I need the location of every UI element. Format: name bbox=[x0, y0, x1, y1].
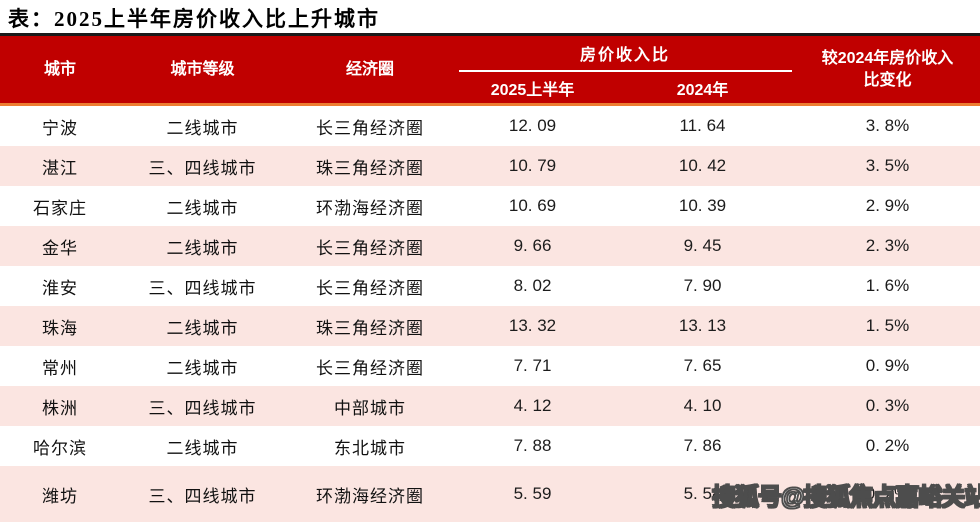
cell-v2025: 7. 71 bbox=[513, 356, 552, 375]
cell-change: 3. 8% bbox=[865, 116, 910, 135]
cell-tier: 二线城市 bbox=[166, 238, 239, 258]
header-change-line1: 较2024年房价收入 bbox=[821, 49, 954, 67]
cell-change: 0. 9% bbox=[865, 356, 910, 375]
header-region: 经济圈 bbox=[345, 60, 394, 78]
cell-v2025: 5. 59 bbox=[513, 484, 552, 503]
cell-v2025: 9. 66 bbox=[513, 236, 552, 255]
table-row: 潍坊 三、四线城市 环渤海经济圈 5. 59 5. 58 0. 2% bbox=[0, 466, 980, 522]
header-group-underline bbox=[459, 70, 792, 72]
cell-city: 哈尔滨 bbox=[33, 438, 87, 458]
house-price-income-table: 城市 城市等级 经济圈 房价收入比 2025上半年 2024年 较2024年房价… bbox=[0, 33, 980, 522]
cell-v2025: 10. 79 bbox=[508, 156, 557, 175]
cell-city: 常州 bbox=[42, 358, 78, 378]
cell-region: 长三角经济圈 bbox=[316, 238, 424, 258]
table-title: 表：2025上半年房价收入比上升城市 bbox=[8, 7, 380, 31]
cell-change: 0. 3% bbox=[865, 396, 910, 415]
header-2024: 2024年 bbox=[676, 81, 729, 99]
cell-change: 3. 5% bbox=[865, 156, 910, 175]
cell-v2024: 4. 10 bbox=[683, 396, 722, 415]
cell-v2025: 7. 88 bbox=[513, 436, 552, 455]
table-row: 宁波 二线城市 长三角经济圈 12. 09 11. 64 3. 8% bbox=[0, 106, 980, 146]
cell-v2025: 10. 69 bbox=[508, 196, 557, 215]
table-row: 株洲 三、四线城市 中部城市 4. 12 4. 10 0. 3% bbox=[0, 386, 980, 426]
table-row: 珠海 二线城市 珠三角经济圈 13. 32 13. 13 1. 5% bbox=[0, 306, 980, 346]
cell-tier: 三、四线城市 bbox=[148, 278, 257, 298]
cell-change: 1. 6% bbox=[865, 276, 910, 295]
cell-v2024: 7. 86 bbox=[683, 436, 722, 455]
cell-tier: 二线城市 bbox=[166, 118, 239, 138]
cell-v2024: 9. 45 bbox=[683, 236, 722, 255]
table-body: 宁波 二线城市 长三角经济圈 12. 09 11. 64 3. 8% 湛江 三、四线城市 珠三角… bbox=[0, 106, 980, 522]
cell-city: 宁波 bbox=[42, 118, 78, 138]
cell-v2025: 4. 12 bbox=[513, 396, 552, 415]
cell-region: 环渤海经济圈 bbox=[316, 486, 424, 506]
header-subrow: 2025上半年 2024年 bbox=[455, 72, 795, 103]
cell-v2024: 13. 13 bbox=[678, 316, 727, 335]
header-tier: 城市等级 bbox=[170, 60, 235, 78]
cell-change: 2. 3% bbox=[865, 236, 910, 255]
cell-v2025: 8. 02 bbox=[513, 276, 552, 295]
cell-city: 淮安 bbox=[42, 278, 78, 298]
cell-region: 珠三角经济圈 bbox=[316, 158, 424, 178]
table-row: 湛江 三、四线城市 珠三角经济圈 10. 79 10. 42 3. 5% bbox=[0, 146, 980, 186]
cell-city: 湛江 bbox=[42, 158, 78, 178]
header-2025h1: 2025上半年 bbox=[490, 81, 575, 99]
cell-region: 中部城市 bbox=[334, 398, 406, 418]
table-row: 常州 二线城市 长三角经济圈 7. 71 7. 65 0. 9% bbox=[0, 346, 980, 386]
watermark-sohu: 搜狐号@搜狐焦点嘉峪关站 bbox=[711, 483, 980, 511]
table-header-row: 城市 城市等级 经济圈 房价收入比 2025上半年 2024年 较2024年房价… bbox=[0, 36, 980, 103]
cell-v2024: 7. 65 bbox=[683, 356, 722, 375]
cell-city: 金华 bbox=[42, 238, 78, 258]
header-group-price-income-ratio: 房价收入比 2025上半年 2024年 bbox=[455, 36, 795, 103]
cell-change: 0. 2% bbox=[865, 484, 910, 503]
cell-v2025: 13. 32 bbox=[508, 316, 557, 335]
cell-v2024: 10. 42 bbox=[678, 156, 727, 175]
cell-region: 东北城市 bbox=[334, 438, 406, 458]
cell-region: 长三角经济圈 bbox=[316, 358, 424, 378]
header-change-line2: 比变化 bbox=[863, 71, 912, 89]
cell-region: 长三角经济圈 bbox=[316, 278, 424, 298]
cell-city: 潍坊 bbox=[42, 486, 78, 506]
header-city: 城市 bbox=[43, 60, 76, 78]
cell-region: 珠三角经济圈 bbox=[316, 318, 424, 338]
table-row: 金华 二线城市 长三角经济圈 9. 66 9. 45 2. 3% bbox=[0, 226, 980, 266]
cell-change: 2. 9% bbox=[865, 196, 910, 215]
cell-tier: 三、四线城市 bbox=[148, 486, 257, 506]
header-change-vs-2024: 较2024年房价收入 比变化 bbox=[795, 36, 980, 103]
cell-v2024: 11. 64 bbox=[679, 116, 726, 135]
cell-region: 长三角经济圈 bbox=[316, 118, 424, 138]
cell-change: 0. 2% bbox=[865, 436, 910, 455]
cell-city: 株洲 bbox=[42, 398, 78, 418]
cell-v2024: 7. 90 bbox=[683, 276, 722, 295]
cell-region: 环渤海经济圈 bbox=[316, 198, 424, 218]
table-top-border bbox=[0, 33, 980, 36]
cell-tier: 二线城市 bbox=[166, 438, 239, 458]
cell-tier: 三、四线城市 bbox=[148, 398, 257, 418]
cell-tier: 三、四线城市 bbox=[148, 158, 257, 178]
cell-v2025: 12. 09 bbox=[508, 116, 557, 135]
table-row: 淮安 三、四线城市 长三角经济圈 8. 02 7. 90 1. 6% bbox=[0, 266, 980, 306]
cell-tier: 二线城市 bbox=[166, 198, 239, 218]
cell-city: 珠海 bbox=[42, 318, 78, 338]
cell-v2024: 10. 39 bbox=[678, 196, 727, 215]
table-accent-divider bbox=[0, 103, 980, 106]
table-row: 哈尔滨 二线城市 东北城市 7. 88 7. 86 0. 2% bbox=[0, 426, 980, 466]
header-group-title: 房价收入比 bbox=[579, 47, 670, 64]
cell-tier: 二线城市 bbox=[166, 318, 239, 338]
cell-change: 1. 5% bbox=[865, 316, 910, 335]
table-row: 石家庄 二线城市 环渤海经济圈 10. 69 10. 39 2. 9% bbox=[0, 186, 980, 226]
cell-v2024: 5. 58 bbox=[683, 484, 722, 503]
cell-city: 石家庄 bbox=[33, 198, 87, 218]
cell-tier: 二线城市 bbox=[166, 358, 239, 378]
